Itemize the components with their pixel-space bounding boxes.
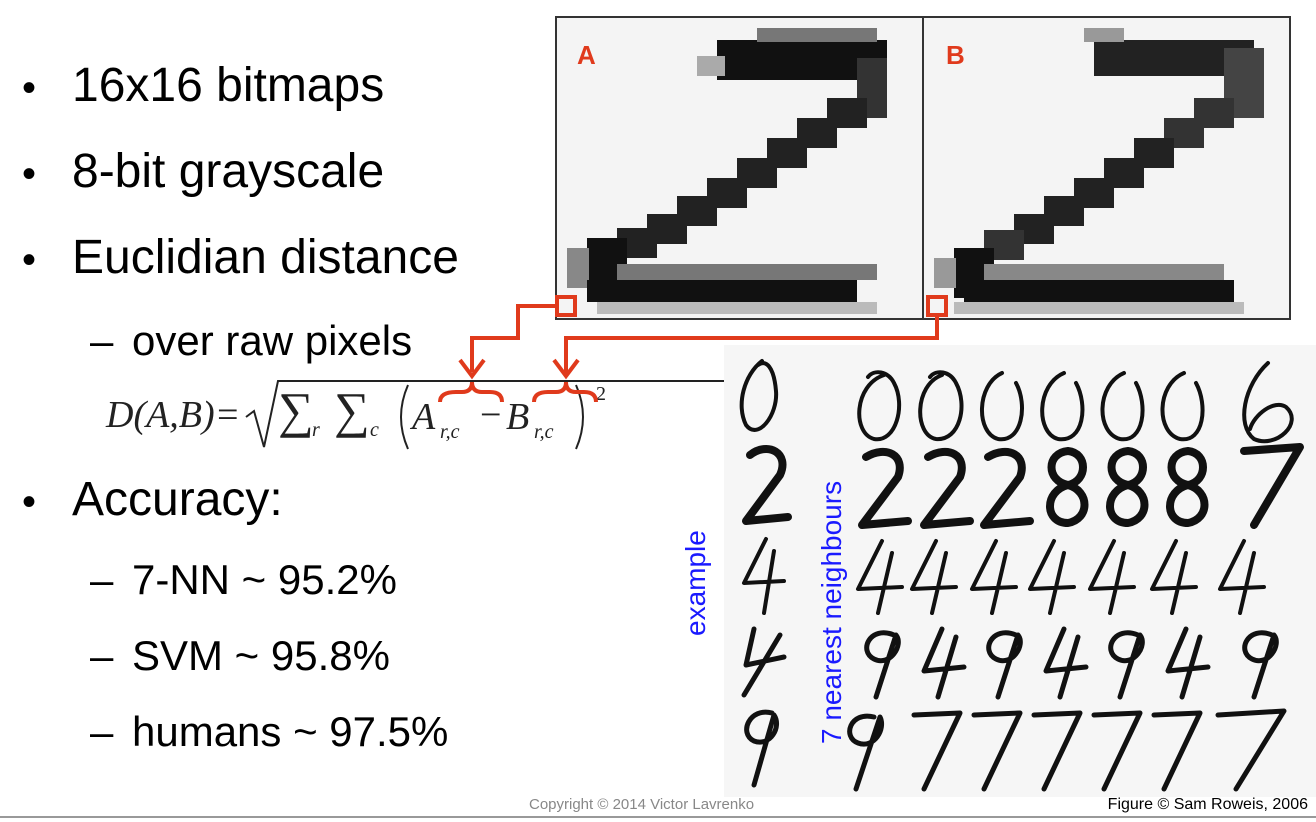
copyright-text: Copyright © 2014 Victor Lavrenko xyxy=(529,796,755,813)
bullet-accuracy: • Accuracy: xyxy=(22,472,283,530)
sub-bullet-raw-pixels: – over raw pixels xyxy=(90,316,412,366)
formula-open-paren xyxy=(400,384,409,450)
sub-bullet-text: 7-NN ~ 95.2% xyxy=(132,556,397,603)
bullet-text: 16x16 bitmaps xyxy=(72,59,385,112)
formula-term-b: B xyxy=(506,396,530,438)
bullet-marker: • xyxy=(22,238,37,282)
sub-bullet-marker: – xyxy=(90,556,114,603)
formula-sum-c: ∑ xyxy=(334,382,370,438)
formula-close-paren xyxy=(575,384,584,450)
formula-radical xyxy=(245,380,724,448)
arrowhead-b xyxy=(552,358,580,380)
formula-sum-r: ∑ xyxy=(278,382,314,438)
bitmap-panel-b: B xyxy=(922,16,1291,320)
sub-bullet-marker: – xyxy=(90,708,114,755)
bullet-bitmaps: • 16x16 bitmaps xyxy=(22,58,384,116)
formula-sub-a: r,c xyxy=(440,421,460,443)
bullet-text: Accuracy: xyxy=(72,473,283,526)
footer-divider xyxy=(0,816,1316,818)
panel-label-b: B xyxy=(946,40,965,70)
panel-label-a: A xyxy=(577,40,596,70)
bullet-text: Euclidian distance xyxy=(72,231,459,284)
handwritten-digits-figure xyxy=(724,345,1316,797)
connector-a xyxy=(470,304,557,372)
bullet-distance: • Euclidian distance xyxy=(22,230,459,288)
formula-power: 2 xyxy=(596,383,606,405)
label-example: example xyxy=(680,530,711,636)
handwritten-digits-image xyxy=(739,359,1304,792)
formula-sub-b: r,c xyxy=(534,421,554,443)
bitmap-digit-a xyxy=(567,28,887,314)
distance-formula: D(A,B)= ∑ r ∑ c A r,c − B r,c 2 xyxy=(106,375,724,455)
sub-bullet-text: SVM ~ 95.8% xyxy=(132,632,390,679)
formula-term-a: A xyxy=(412,396,436,438)
bullet-grayscale: • 8-bit grayscale xyxy=(22,144,384,202)
bullet-marker: • xyxy=(22,66,37,110)
formula-minus: − xyxy=(480,394,502,436)
formula-sub-r: r xyxy=(312,419,320,441)
sub-bullet-text: humans ~ 97.5% xyxy=(132,708,449,755)
sub-bullet-knn: –7-NN ~ 95.2% xyxy=(90,555,397,605)
sub-bullet-humans: – humans ~ 97.5% xyxy=(90,707,448,757)
bitmap-panel-a: A xyxy=(555,16,924,320)
arrowhead-a xyxy=(458,358,486,380)
bullet-text: 8-bit grayscale xyxy=(72,145,385,198)
sub-bullet-marker: – xyxy=(90,632,114,679)
bitmap-digit-b xyxy=(934,28,1264,314)
formula-sub-c: c xyxy=(370,419,379,441)
bullet-marker: • xyxy=(22,480,37,524)
sub-bullet-text: over raw pixels xyxy=(132,317,413,364)
label-nearest-neighbours: 7 nearest neighbours xyxy=(816,480,847,744)
sub-bullet-svm: – SVM ~ 95.8% xyxy=(90,631,390,681)
figure-credit: Figure © Sam Roweis, 2006 xyxy=(1107,796,1308,813)
sub-bullet-marker: – xyxy=(90,317,114,364)
bullet-marker: • xyxy=(22,152,37,196)
formula-lhs: D(A,B)= xyxy=(106,394,241,436)
